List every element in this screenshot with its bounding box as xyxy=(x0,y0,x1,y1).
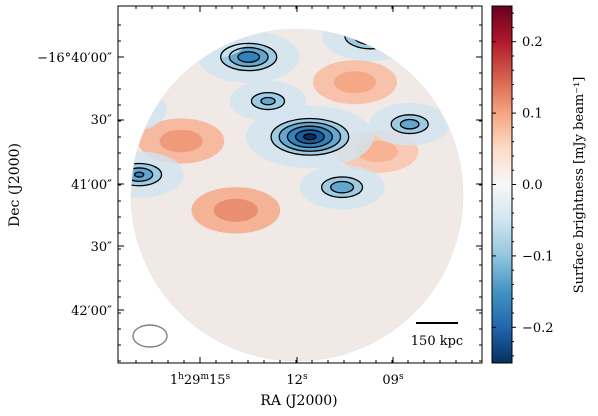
contour-4-level-0 xyxy=(270,117,350,156)
contour-4-level-1 xyxy=(278,121,342,152)
beam-ellipse xyxy=(132,324,168,348)
positive-feature-core-0 xyxy=(159,129,203,153)
positive-feature-core-2 xyxy=(213,198,259,222)
contour-0-level-0 xyxy=(220,42,278,72)
x-axis-label: RA (J2000) xyxy=(260,393,337,409)
y-tick-label-0: −16°40′00″ xyxy=(37,51,112,66)
contour-6-level-1 xyxy=(131,167,154,182)
y-tick-label-4: 42′00″ xyxy=(71,304,112,319)
colorbar-tick-label-4: −0.2 xyxy=(522,321,554,336)
contour-6-level-0 xyxy=(131,162,163,187)
y-tick-label-2: 41′00″ xyxy=(71,178,112,193)
map-base xyxy=(131,29,463,361)
negative-feature-0-fill-2 xyxy=(237,51,260,63)
contour-0-level-1 xyxy=(228,46,269,68)
x-tick-label-1: 12s xyxy=(286,372,308,388)
y-axis-label: Dec (J2000) xyxy=(7,143,23,227)
contour-3-level-0 xyxy=(250,91,286,111)
contour-4-level-2 xyxy=(286,125,334,149)
contour-8-level-1 xyxy=(399,118,420,130)
x-tick-label-0: 1h29m15s xyxy=(170,372,231,388)
contour-7-level-0 xyxy=(320,176,364,199)
y-tick-label-3: 30″ xyxy=(91,240,113,255)
negative-feature-3-fill-1 xyxy=(260,97,276,105)
negative-feature-6-fill-2 xyxy=(134,172,144,178)
contour-0-level-2 xyxy=(237,51,261,63)
contour-4-level-4 xyxy=(303,133,317,141)
negative-feature-8-fill-1 xyxy=(400,119,419,129)
contour-7-level-1 xyxy=(330,180,355,194)
tick-marks xyxy=(118,6,482,363)
colorbar-ticks: 0.2 0.1 0.0 −0.1 −0.2 xyxy=(492,12,554,357)
contour-4-level-3 xyxy=(294,129,325,145)
y-tick-label-1: 30″ xyxy=(91,113,113,128)
colorbar-tick-label-0: 0.2 xyxy=(522,35,543,50)
colorbar-label: Surface brightness [mJy beam⁻¹] xyxy=(572,77,587,294)
contour-8-level-0 xyxy=(390,114,429,135)
contour-3-level-1 xyxy=(260,96,276,106)
colorbar-tick-label-2: 0.0 xyxy=(522,178,543,193)
negative-feature-4-fill-4 xyxy=(303,133,317,140)
negative-feature-7-fill-1 xyxy=(330,181,354,193)
scale-bar-label: 150 kpc xyxy=(411,334,463,349)
x-tick-label-2: 09s xyxy=(382,372,404,388)
colorbar-tick-label-3: −0.1 xyxy=(522,249,554,264)
positive-feature-core-1 xyxy=(333,71,376,94)
contour-6-level-2 xyxy=(134,171,145,178)
colorbar-tick-label-1: 0.1 xyxy=(522,107,543,122)
